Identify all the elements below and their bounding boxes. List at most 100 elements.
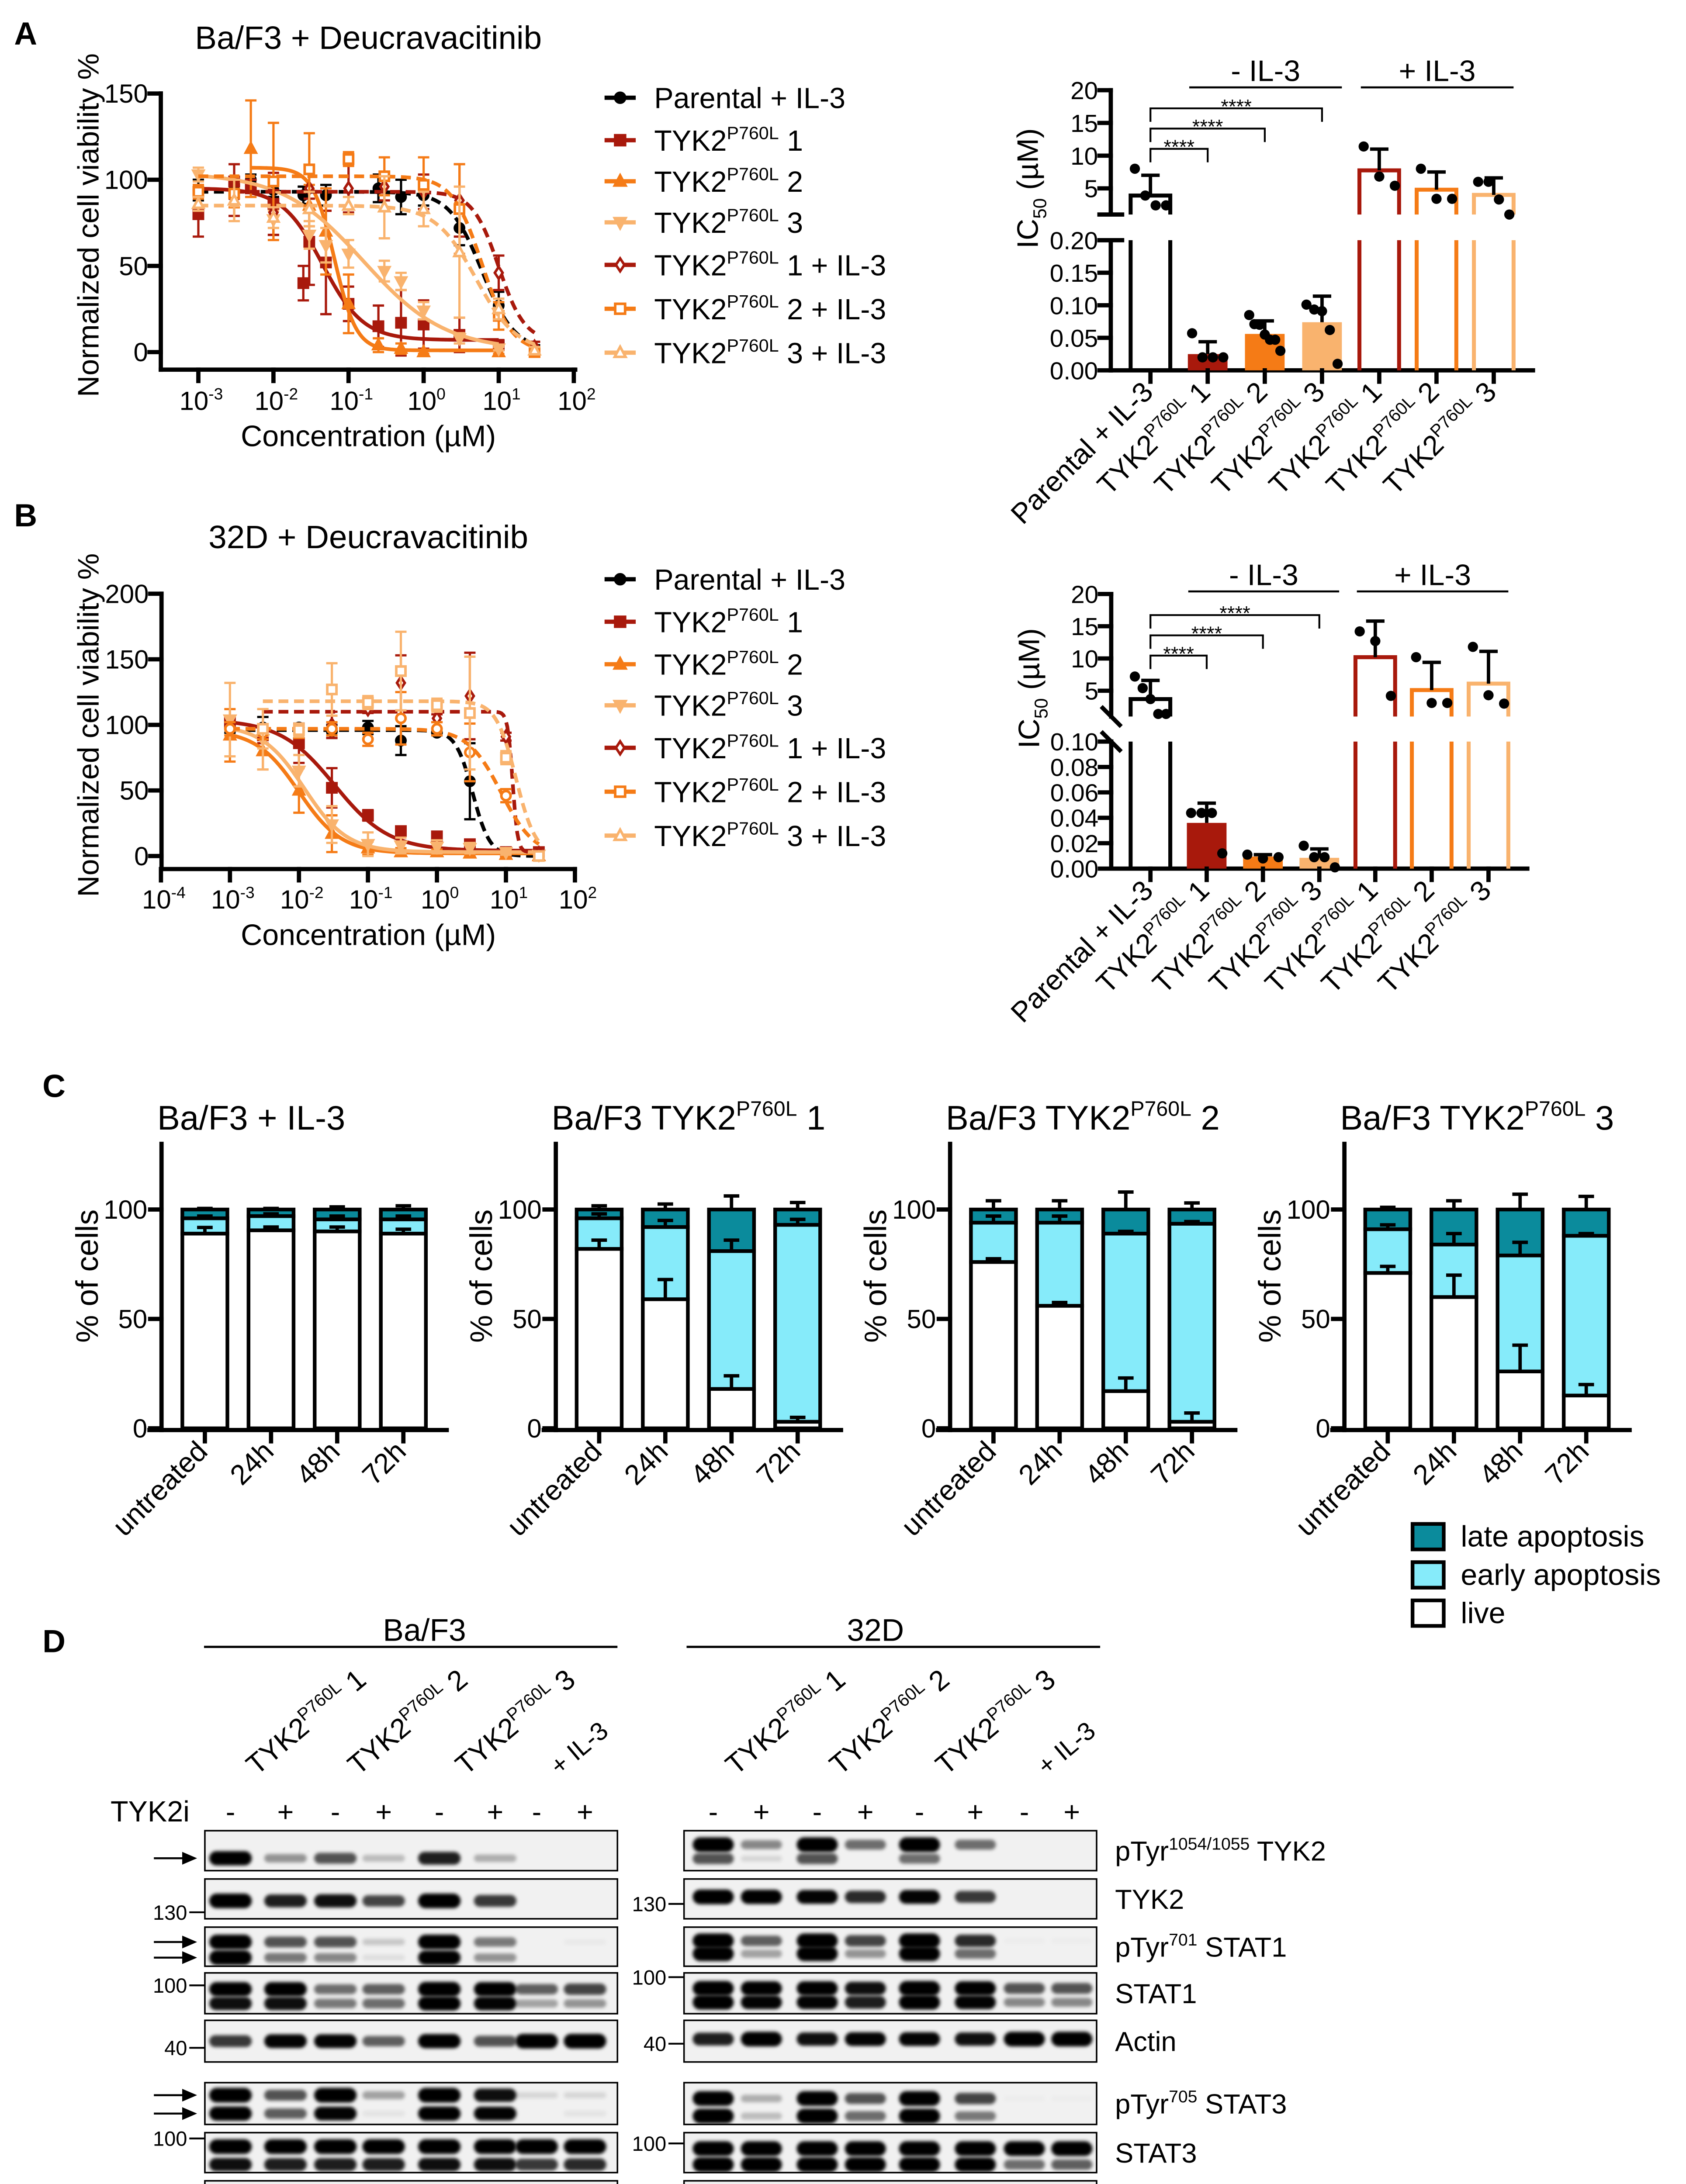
x-tick-label-superscript: -4 xyxy=(171,883,186,902)
protein-band xyxy=(796,2032,838,2046)
legend-item: TYK2P760L 1 xyxy=(604,605,803,639)
protein-band xyxy=(899,2108,940,2124)
significance-bracket xyxy=(1149,148,1209,162)
lane-group-label-base: + IL-3 xyxy=(1032,1716,1101,1780)
data-point-triangle-down-icon xyxy=(222,714,237,728)
bar-group xyxy=(1129,671,1173,869)
bar-group xyxy=(1129,163,1173,370)
protein-band xyxy=(264,2158,307,2171)
protein-band xyxy=(209,2087,252,2103)
protein-band xyxy=(209,1851,252,1866)
y-tick-label: 0.00 xyxy=(1050,357,1098,385)
error-bar xyxy=(1380,1206,1396,1210)
legend-label: TYK2P760L 2 xyxy=(654,647,803,681)
protein-band xyxy=(845,1935,886,1947)
protein-band xyxy=(955,2141,996,2156)
x-tick-label: untreated xyxy=(895,1435,1002,1542)
x-tick-label: 10-4 xyxy=(142,883,186,914)
data-point xyxy=(1161,200,1171,211)
protein-band xyxy=(362,1895,405,1907)
protein-band xyxy=(474,2088,517,2102)
legend-label: Parental + IL-3 xyxy=(654,83,845,115)
data-point-triangle-up-icon xyxy=(371,337,386,351)
protein-band xyxy=(845,1981,886,1995)
legend-label-suffix: 1 xyxy=(779,606,803,639)
data-point xyxy=(1244,310,1254,320)
legend-label-suffix: 3 xyxy=(779,690,803,722)
protein-band xyxy=(314,1894,357,1908)
stacked-bar xyxy=(1035,1199,1084,1431)
protein-band xyxy=(899,2157,940,2172)
series-parental-il-3 xyxy=(224,715,545,862)
legend-label-base: TYK2 xyxy=(654,649,727,681)
y-axis-title-base: IC xyxy=(1013,719,1046,748)
x-tick-label-superscript: 2 xyxy=(588,883,597,902)
data-point xyxy=(1217,848,1228,859)
fit-curve xyxy=(198,204,536,346)
protein-band xyxy=(796,2091,838,2106)
significance-bracket xyxy=(1149,614,1320,629)
y-tick-label: 0.02 xyxy=(1050,830,1098,858)
data-point-triangle-down-icon xyxy=(394,840,408,854)
lane-group-label-superscript: P760L xyxy=(503,1677,554,1725)
stacked-bar xyxy=(1496,1192,1545,1431)
antibody-row-label-base: STAT1 xyxy=(1115,1979,1197,2009)
legend-marker-triangle-up-icon xyxy=(613,827,628,841)
protein-band xyxy=(845,2032,886,2046)
bar-segment-live xyxy=(707,1387,756,1431)
apoptosis-stacked-chart-4: Ba/F3 TYK2P760L 3 % of cells 0 50 100 untreat… xyxy=(1253,1097,1632,1542)
y-tick-label: 100 xyxy=(104,166,148,195)
x-tick-label-base: 10 xyxy=(407,387,436,416)
stacked-bar xyxy=(246,1206,296,1431)
dose-response-chart-b: 32D + Deucravacitinib Normalized cell via… xyxy=(72,518,886,952)
blot-membrane xyxy=(204,1831,618,1871)
protein-band xyxy=(474,1895,517,1907)
lane-group-label-superscript: P760L xyxy=(877,1677,928,1725)
error-bar xyxy=(395,1214,412,1220)
legend-label-suffix: 1 + IL-3 xyxy=(779,249,886,282)
cell-line-header: 32D xyxy=(847,1613,904,1648)
data-point-triangle-down-icon xyxy=(291,765,306,779)
panel-label-a: A xyxy=(14,16,37,52)
protein-band xyxy=(314,1936,357,1948)
bar-segment-live xyxy=(1561,1393,1611,1431)
data-point xyxy=(1499,698,1509,709)
apoptosis-stacked-chart-3: Ba/F3 TYK2P760L 2 % of cells 0 50 100 untreat… xyxy=(859,1097,1238,1542)
y-axis-title: % of cells xyxy=(70,1209,105,1343)
data-point xyxy=(1385,691,1396,701)
protein-band xyxy=(474,1854,517,1862)
legend-label-suffix: 2 xyxy=(779,166,803,198)
bar-outline xyxy=(1409,688,1454,869)
error-bar xyxy=(263,1225,279,1230)
protein-band xyxy=(955,1981,996,1996)
chart-title-base: Ba/F3 TYK2 xyxy=(946,1099,1130,1137)
chart-title-base: Ba/F3 TYK2 xyxy=(551,1099,736,1137)
legend-label-base: TYK2 xyxy=(654,337,727,370)
protein-band xyxy=(899,2091,940,2106)
protein-band xyxy=(564,1939,606,1945)
data-point xyxy=(1137,683,1148,694)
legend-label-suffix: 1 + IL-3 xyxy=(779,733,886,765)
antibody-row-label-base: pTyr xyxy=(1115,1932,1169,1963)
x-tick-label-base: 10 xyxy=(180,387,209,416)
series-tyk2p760l-3-il-3 xyxy=(191,175,542,356)
data-point xyxy=(1317,306,1327,317)
antibody-row-label-suffix: STAT1 xyxy=(1197,1932,1287,1963)
protein-band xyxy=(955,1995,996,2009)
protein-band xyxy=(418,2139,461,2154)
legend-label-base: TYK2 xyxy=(654,733,727,765)
protein-band xyxy=(741,2032,782,2047)
blot-frame xyxy=(683,2019,1097,2063)
blot-frame xyxy=(683,1878,1097,1920)
blot-row-stat1 xyxy=(204,1972,619,2015)
data-point-triangle-down-icon xyxy=(341,249,356,262)
legend-marker-square-icon xyxy=(614,302,627,315)
treatment-sign: - xyxy=(331,1796,340,1828)
y-axis-title: % of cells xyxy=(464,1209,499,1343)
band-layer xyxy=(692,1981,1093,2010)
y-tick-label: 15 xyxy=(1070,110,1098,138)
legend-item: TYK2P760L 2 xyxy=(604,164,803,198)
chart-title-base: Ba/F3 TYK2 xyxy=(1340,1099,1524,1137)
bar-group xyxy=(1353,619,1397,869)
y-tick-label: 0.06 xyxy=(1050,780,1098,807)
